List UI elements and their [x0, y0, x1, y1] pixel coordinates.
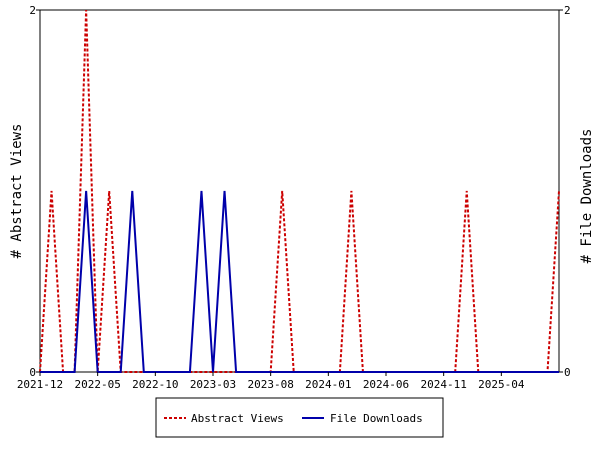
x-tick-label: 2024-06 — [363, 378, 409, 391]
y-axes: 0 2 0 2 — [29, 4, 570, 379]
series-line-file-downloads — [40, 190, 559, 373]
plot-area — [39, 9, 560, 373]
series-line-abstract-views — [39, 9, 560, 373]
y-left-tick-label: 0 — [29, 366, 36, 379]
x-tick-label: 2024-11 — [420, 378, 466, 391]
legend-box — [155, 397, 444, 438]
x-tick-label: 2022-10 — [132, 378, 178, 391]
series-layer — [39, 9, 560, 373]
x-tick-label: 2021-12 — [17, 378, 63, 391]
x-tick-label: 2024-01 — [305, 378, 351, 391]
legend-label-file-downloads: File Downloads — [330, 412, 423, 425]
y-right-tick-label: 2 — [564, 4, 571, 17]
x-tick-label: 2025-04 — [478, 378, 525, 391]
x-axis: 2021-12 2022-05 2022-10 2023-03 2023-08 2024-… — [17, 372, 525, 391]
legend-label-abstract-views: Abstract Views — [191, 412, 284, 425]
y-right-axis-label: # File Downloads — [579, 129, 595, 264]
y-right-tick-label: 0 — [564, 366, 571, 379]
x-tick-label: 2022-05 — [74, 378, 120, 391]
y-left-axis-label: # Abstract Views — [9, 124, 25, 259]
legend: Abstract Views File Downloads — [155, 397, 444, 438]
x-tick-label: 2023-08 — [247, 378, 293, 391]
y-left-tick-label: 2 — [29, 4, 36, 17]
x-tick-label: 2023-03 — [190, 378, 236, 391]
